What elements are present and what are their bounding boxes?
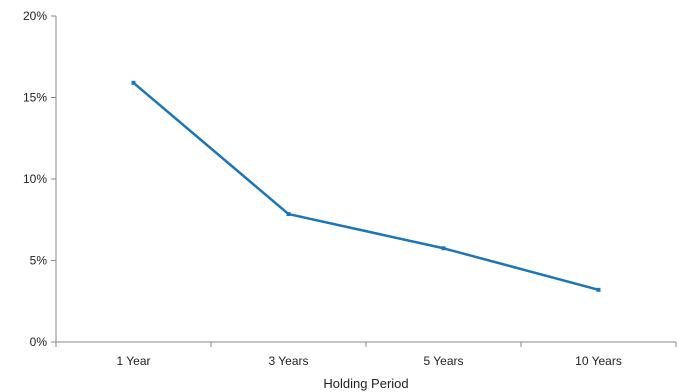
x-tick-label: 10 Years [575,354,622,368]
y-tick-label: 20% [23,9,47,23]
x-tick-label: 1 Year [116,354,150,368]
y-tick-label: 0% [30,335,48,349]
y-axis: 0% 5% 10% 15% 20% [23,9,57,349]
series-line [132,81,600,292]
data-point [441,246,446,251]
data-point [131,80,136,85]
y-tick-label: 10% [23,172,47,186]
series-group [131,80,601,292]
x-axis-title: Holding Period [323,376,408,391]
data-point [596,287,601,292]
x-tick-label: 3 Years [268,354,308,368]
x-axis: 1 Year 3 Years 5 Years 10 Years [55,341,677,368]
x-tick-label: 5 Years [423,354,463,368]
data-point [286,212,291,217]
y-tick-label: 5% [30,254,48,268]
y-tick-label: 15% [23,91,47,105]
